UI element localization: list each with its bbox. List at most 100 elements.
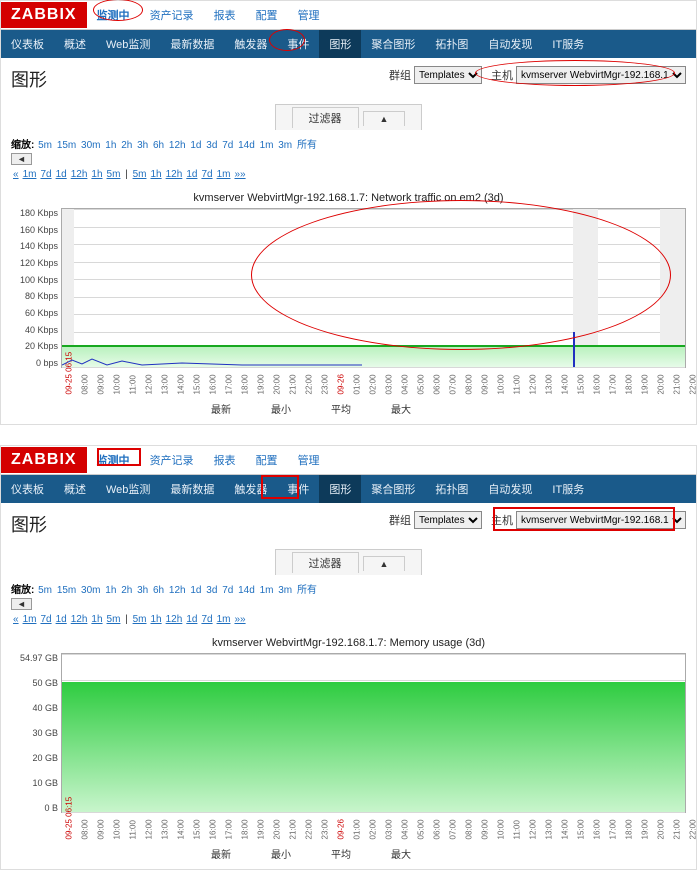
- top-tab-2[interactable]: 报表: [204, 446, 246, 474]
- time-link[interactable]: »»: [234, 614, 245, 625]
- nav-item-9[interactable]: 自动发现: [478, 30, 542, 58]
- group-select[interactable]: Templates: [414, 66, 482, 84]
- time-link[interactable]: 1h: [91, 614, 102, 625]
- nav-item-9[interactable]: 自动发现: [478, 475, 542, 503]
- nav-item-4[interactable]: 触发器: [224, 30, 277, 58]
- time-link[interactable]: 5m: [107, 614, 121, 625]
- time-link[interactable]: 5m: [107, 169, 121, 180]
- time-link[interactable]: 12h: [166, 614, 183, 625]
- zoom-link[interactable]: 5m: [38, 585, 52, 596]
- zoom-link[interactable]: 2h: [121, 585, 132, 596]
- time-link[interactable]: 1h: [91, 169, 102, 180]
- top-tab-0[interactable]: 监测中: [87, 446, 140, 474]
- zoom-link[interactable]: 1d: [190, 140, 201, 151]
- top-tab-2[interactable]: 报表: [204, 1, 246, 29]
- zoom-link[interactable]: 1d: [190, 585, 201, 596]
- zoom-link[interactable]: 14d: [238, 140, 255, 151]
- zoom-link[interactable]: 12h: [169, 585, 186, 596]
- time-link[interactable]: 7d: [40, 169, 51, 180]
- time-link[interactable]: 12h: [71, 614, 88, 625]
- nav-item-5[interactable]: 事件: [277, 30, 319, 58]
- nav-item-0[interactable]: 仪表板: [1, 30, 54, 58]
- time-link[interactable]: 1m: [23, 169, 37, 180]
- nav-item-10[interactable]: IT服务: [542, 30, 594, 58]
- zoom-link[interactable]: 1h: [105, 140, 116, 151]
- nav-item-10[interactable]: IT服务: [542, 475, 594, 503]
- top-tab-1[interactable]: 资产记录: [140, 446, 204, 474]
- time-link[interactable]: 1m: [217, 614, 231, 625]
- nav-item-1[interactable]: 概述: [54, 30, 96, 58]
- time-link[interactable]: 1d: [186, 169, 197, 180]
- time-link[interactable]: »»: [234, 169, 245, 180]
- nav-left-button[interactable]: ◄: [11, 598, 32, 610]
- nav-item-6[interactable]: 图形: [319, 30, 361, 58]
- time-link[interactable]: 7d: [40, 614, 51, 625]
- nav-item-2[interactable]: Web监测: [96, 475, 160, 503]
- top-tab-4[interactable]: 管理: [288, 1, 330, 29]
- zoom-link[interactable]: 1m: [260, 585, 274, 596]
- top-tab-1[interactable]: 资产记录: [140, 1, 204, 29]
- time-link[interactable]: 5m: [133, 169, 147, 180]
- zoom-link[interactable]: 30m: [81, 585, 100, 596]
- time-link[interactable]: 1d: [56, 614, 67, 625]
- zoom-link[interactable]: 3m: [278, 585, 292, 596]
- zoom-link[interactable]: 15m: [57, 585, 76, 596]
- zoom-link[interactable]: 6h: [153, 140, 164, 151]
- nav-item-1[interactable]: 概述: [54, 475, 96, 503]
- time-link[interactable]: 12h: [166, 169, 183, 180]
- zoom-link[interactable]: 3d: [206, 585, 217, 596]
- time-link[interactable]: «: [13, 614, 19, 625]
- nav-item-5[interactable]: 事件: [277, 475, 319, 503]
- nav-item-6[interactable]: 图形: [319, 475, 361, 503]
- time-link[interactable]: 7d: [201, 169, 212, 180]
- zoom-link[interactable]: 12h: [169, 140, 186, 151]
- filter-tab[interactable]: 过滤器▲: [11, 549, 686, 575]
- zoom-link[interactable]: 1m: [260, 140, 274, 151]
- host-select[interactable]: kvmserver WebvirtMgr-192.168.1.7: [516, 511, 686, 529]
- zoom-link[interactable]: 5m: [38, 140, 52, 151]
- group-select[interactable]: Templates: [414, 511, 482, 529]
- zoom-link[interactable]: 3h: [137, 140, 148, 151]
- time-link[interactable]: «: [13, 169, 19, 180]
- top-tab-0[interactable]: 监测中: [87, 1, 140, 29]
- filter-tab[interactable]: 过滤器▲: [11, 104, 686, 130]
- chart-area: 180 Kbps160 Kbps140 Kbps120 Kbps100 Kbps…: [11, 208, 686, 368]
- zoom-link[interactable]: 2h: [121, 140, 132, 151]
- nav-item-4[interactable]: 触发器: [224, 475, 277, 503]
- time-link[interactable]: 12h: [71, 169, 88, 180]
- host-select[interactable]: kvmserver WebvirtMgr-192.168.1.7: [516, 66, 686, 84]
- nav-item-0[interactable]: 仪表板: [1, 475, 54, 503]
- zoom-link[interactable]: 1h: [105, 585, 116, 596]
- zoom-link[interactable]: 3m: [278, 140, 292, 151]
- group-label: 群组: [389, 67, 411, 83]
- time-link[interactable]: 7d: [201, 614, 212, 625]
- top-tab-4[interactable]: 管理: [288, 446, 330, 474]
- nav-item-3[interactable]: 最新数据: [160, 475, 224, 503]
- zoom-link[interactable]: 14d: [238, 585, 255, 596]
- zoom-link[interactable]: 所有: [297, 140, 317, 151]
- zoom-link[interactable]: 所有: [297, 585, 317, 596]
- time-link[interactable]: 1h: [151, 614, 162, 625]
- time-link[interactable]: 1d: [56, 169, 67, 180]
- nav-item-8[interactable]: 拓扑图: [425, 475, 478, 503]
- time-link[interactable]: 5m: [133, 614, 147, 625]
- nav-item-8[interactable]: 拓扑图: [425, 30, 478, 58]
- nav-item-7[interactable]: 聚合图形: [361, 475, 425, 503]
- time-link[interactable]: 1m: [23, 614, 37, 625]
- time-link[interactable]: 1d: [186, 614, 197, 625]
- zoom-link[interactable]: 3d: [206, 140, 217, 151]
- zoom-link[interactable]: 30m: [81, 140, 100, 151]
- zoom-link[interactable]: 15m: [57, 140, 76, 151]
- nav-item-3[interactable]: 最新数据: [160, 30, 224, 58]
- zoom-link[interactable]: 3h: [137, 585, 148, 596]
- nav-item-7[interactable]: 聚合图形: [361, 30, 425, 58]
- top-tab-3[interactable]: 配置: [246, 1, 288, 29]
- zoom-link[interactable]: 6h: [153, 585, 164, 596]
- nav-left-button[interactable]: ◄: [11, 153, 32, 165]
- time-link[interactable]: 1h: [151, 169, 162, 180]
- time-link[interactable]: 1m: [217, 169, 231, 180]
- nav-item-2[interactable]: Web监测: [96, 30, 160, 58]
- zoom-link[interactable]: 7d: [222, 140, 233, 151]
- zoom-link[interactable]: 7d: [222, 585, 233, 596]
- top-tab-3[interactable]: 配置: [246, 446, 288, 474]
